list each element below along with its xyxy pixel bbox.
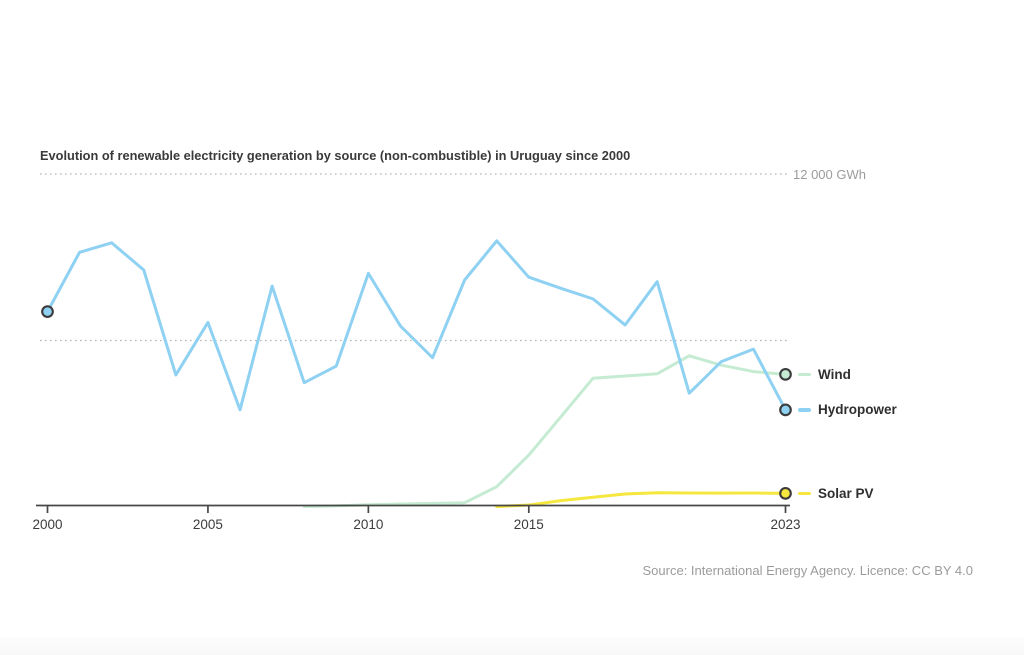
series-line-solar-pv[interactable] [495,491,787,509]
legend-label-wind: Wind [818,366,851,382]
legend-label-hydropower: Hydropower [818,402,897,418]
hydropower-line-swatch-icon [798,408,811,412]
legend-item-hydropower[interactable]: Hydropower [798,401,897,418]
chart-title: Evolution of renewable electricity gener… [40,148,631,163]
point-marker-hydropower-2023[interactable] [779,403,792,417]
source-attribution: Source: International Energy Agency. Lic… [642,563,974,578]
legend-item-wind[interactable]: Wind [798,366,851,383]
point-marker-hydropower-2000[interactable] [41,305,54,318]
series-line-hydropower[interactable] [46,239,787,412]
wind-line-swatch-icon [798,372,811,377]
point-marker-wind-2023[interactable] [779,368,792,381]
y-axis-max-label: 12 000 GWh [793,167,866,182]
x-tick-label-2005: 2005 [193,517,223,532]
footer-band [0,637,1024,655]
series-line-wind[interactable] [302,354,787,508]
legend-label-solar-pv: Solar PV [818,485,874,501]
solar-pv-line-swatch-icon [798,491,811,496]
x-tick-label-2000: 2000 [32,517,62,532]
legend-item-solar-pv[interactable]: Solar PV [798,485,874,502]
x-tick-label-2023: 2023 [770,517,800,532]
x-tick-label-2015: 2015 [514,517,544,532]
x-tick-label-2010: 2010 [353,517,383,532]
point-marker-solar-pv-2023[interactable] [779,487,792,500]
